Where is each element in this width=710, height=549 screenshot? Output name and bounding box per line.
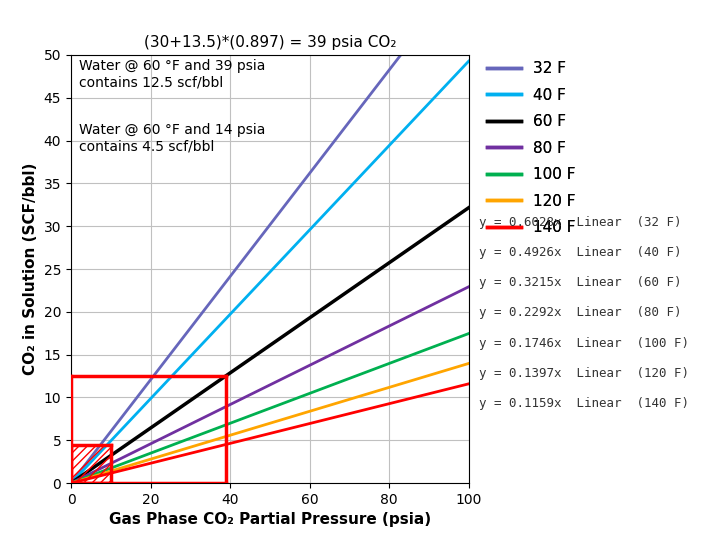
Y-axis label: CO₂ in Solution (SCF/bbl): CO₂ in Solution (SCF/bbl) <box>23 163 38 375</box>
Text: y = 0.2292x  Linear  (80 F): y = 0.2292x Linear (80 F) <box>479 306 682 320</box>
Text: Water @ 60 °F and 39 psia
contains 12.5 scf/bbl: Water @ 60 °F and 39 psia contains 12.5 … <box>79 59 266 89</box>
Legend: 32 F, 40 F, 60 F, 80 F, 100 F, 120 F, 140 F: 32 F, 40 F, 60 F, 80 F, 100 F, 120 F, 14… <box>484 58 579 238</box>
Text: y = 0.1397x  Linear  (120 F): y = 0.1397x Linear (120 F) <box>479 367 689 380</box>
Text: y = 0.1159x  Linear  (140 F): y = 0.1159x Linear (140 F) <box>479 397 689 410</box>
Text: y = 0.4926x  Linear  (40 F): y = 0.4926x Linear (40 F) <box>479 246 682 259</box>
X-axis label: Gas Phase CO₂ Partial Pressure (psia): Gas Phase CO₂ Partial Pressure (psia) <box>109 512 431 528</box>
Text: y = 0.6028x  Linear  (32 F): y = 0.6028x Linear (32 F) <box>479 216 682 229</box>
Text: Water @ 60 °F and 14 psia
contains 4.5 scf/bbl: Water @ 60 °F and 14 psia contains 4.5 s… <box>79 124 266 154</box>
Text: y = 0.1746x  Linear  (100 F): y = 0.1746x Linear (100 F) <box>479 337 689 350</box>
Text: y = 0.3215x  Linear  (60 F): y = 0.3215x Linear (60 F) <box>479 276 682 289</box>
Title: (30+13.5)*(0.897) = 39 psia CO₂: (30+13.5)*(0.897) = 39 psia CO₂ <box>143 35 396 49</box>
